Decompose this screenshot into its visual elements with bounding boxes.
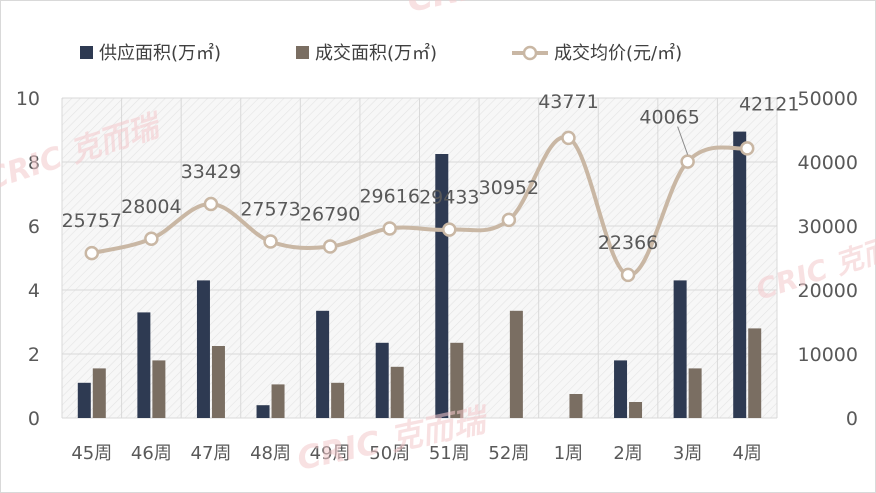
deal-bar	[450, 342, 464, 418]
price-point	[263, 234, 278, 249]
price-point	[322, 239, 338, 254]
deal-bar	[271, 384, 285, 418]
supply-bar	[196, 280, 210, 418]
price-point	[680, 154, 695, 169]
y-left-tick-label: 6	[28, 216, 40, 238]
price-data-label: 40065	[639, 107, 699, 129]
y-left-tick-label: 8	[28, 152, 40, 174]
supply-bar	[77, 382, 91, 418]
legend-swatch	[80, 46, 93, 59]
axes: 0 2 4 6 8 10 0 10000 20000 30000 40000 50000 45周 46周 4…	[16, 88, 858, 464]
y-right-tick-label: 50000	[798, 88, 858, 110]
x-tick-label: 48周	[250, 443, 291, 464]
y-left-tick-label: 10	[16, 88, 40, 110]
price-data-label: 29616	[359, 185, 419, 207]
price-data-label: 43771	[538, 91, 598, 113]
price-point	[442, 222, 457, 237]
y-right-tick-label: 0	[846, 408, 858, 430]
price-data-label: 29433	[419, 187, 479, 209]
x-tick-label: 47周	[191, 443, 232, 464]
supply-bar	[316, 310, 330, 418]
price-point	[620, 267, 636, 283]
x-tick-label: 46周	[131, 443, 172, 464]
x-tick-label: 1周	[554, 443, 583, 464]
price-data-label: 25757	[62, 210, 122, 232]
supply-bar	[137, 312, 151, 418]
price-data-label: 33429	[181, 161, 241, 183]
legend-label: 成交均价(元/㎡)	[554, 42, 682, 64]
bars	[77, 131, 762, 418]
supply-bar	[256, 405, 270, 418]
price-data-label: 22366	[598, 232, 658, 254]
price-point	[382, 221, 397, 236]
deal-bar	[509, 310, 523, 418]
supply-bar	[614, 360, 628, 418]
price-point	[144, 231, 159, 247]
deal-bar	[569, 394, 583, 418]
price-data-label: 26790	[300, 204, 360, 226]
supply-bar	[673, 280, 687, 418]
y-left-tick-label: 2	[28, 344, 40, 366]
x-tick-label: 45周	[71, 443, 112, 464]
deal-bar	[92, 368, 106, 418]
x-tick-label: 4周	[732, 443, 761, 464]
price-data-label: 27573	[240, 199, 300, 221]
deal-bar	[390, 366, 404, 418]
supply-bar	[733, 131, 747, 418]
price-line-layer	[84, 130, 755, 283]
deal-bar	[748, 328, 762, 418]
price-point	[561, 130, 576, 146]
price-data-label: 28004	[121, 196, 181, 218]
x-tick-label: 49周	[310, 443, 351, 464]
legend-swatch	[296, 46, 309, 59]
x-tick-label: 52周	[488, 443, 529, 464]
legend-label: 成交面积(万㎡)	[315, 42, 437, 64]
legend-label: 供应面积(万㎡)	[99, 42, 221, 64]
price-point	[739, 141, 755, 156]
y-right-tick-label: 40000	[798, 152, 858, 174]
x-tick-label: 50周	[369, 443, 410, 464]
y-left-tick-label: 0	[28, 408, 40, 430]
price-point	[501, 212, 517, 228]
price-point	[84, 245, 100, 261]
label-leader-line	[677, 126, 689, 155]
legend: 供应面积(万㎡) 成交面积(万㎡) 成交均价(元/㎡)	[80, 42, 682, 64]
deal-bar	[688, 368, 702, 418]
legend-marker	[522, 45, 538, 61]
y-left-tick-label: 4	[28, 280, 40, 302]
y-right-tick-label: 10000	[798, 344, 858, 366]
y-right-tick-label: 20000	[798, 280, 858, 302]
x-tick-label: 51周	[429, 443, 470, 464]
deal-bar	[331, 382, 345, 418]
x-tick-label: 2周	[613, 443, 642, 464]
price-point	[203, 196, 219, 212]
y-right-tick-label: 30000	[798, 216, 858, 238]
deal-bar	[629, 402, 643, 418]
supply-bar	[435, 154, 449, 418]
deal-bar	[211, 346, 225, 418]
price-data-label: 42121	[739, 93, 799, 115]
x-tick-label: 3周	[673, 443, 702, 464]
price-data-label: 30952	[479, 177, 539, 199]
deal-bar	[152, 360, 166, 418]
supply-bar	[375, 342, 389, 418]
